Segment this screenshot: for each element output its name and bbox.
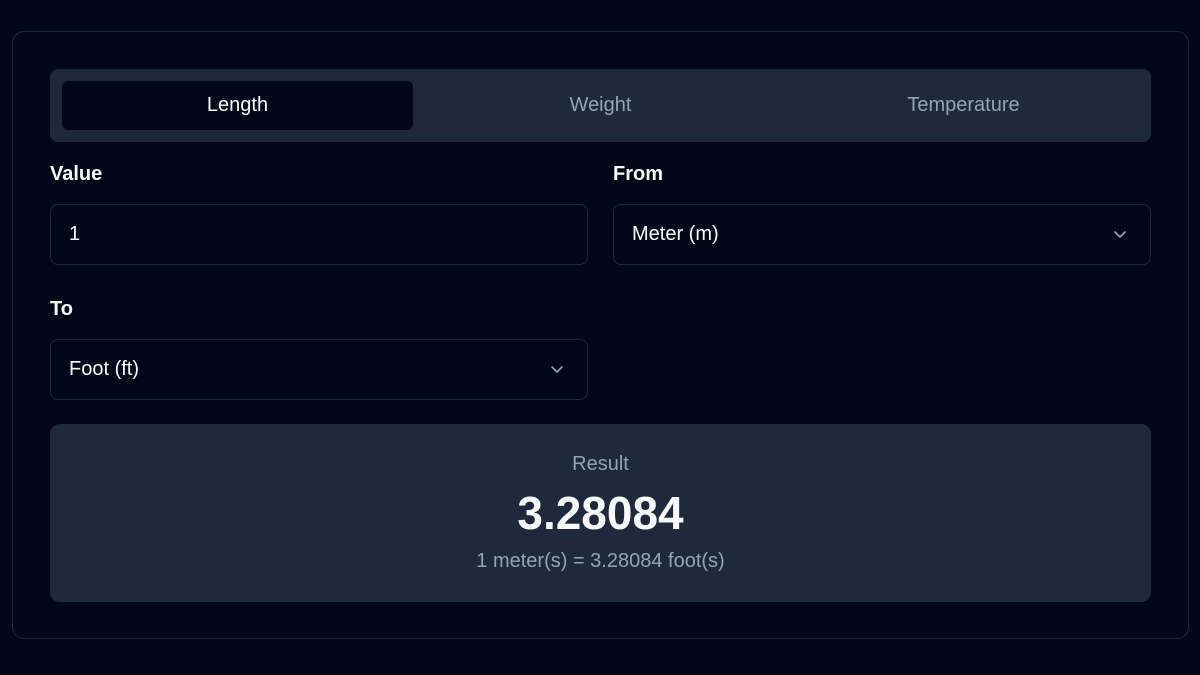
result-label: Result [572, 453, 629, 475]
result-value: 3.28084 [517, 487, 684, 539]
tab-weight[interactable]: Weight [569, 94, 632, 116]
tab-length[interactable]: Length [62, 81, 413, 130]
to-selected: Foot (ft) [69, 358, 140, 380]
from-select[interactable]: Meter (m) [613, 204, 1151, 265]
chevron-down-icon [1114, 231, 1126, 238]
to-select[interactable]: Foot (ft) [50, 339, 588, 400]
result-description: 1 meter(s) = 3.28084 foot(s) [476, 550, 725, 572]
value-input[interactable]: 1 [50, 204, 588, 265]
result-panel: Result 3.28084 1 meter(s) = 3.28084 foot… [50, 424, 1151, 602]
unit-type-tabs: Length Weight Temperature [50, 69, 1151, 142]
value-text: 1 [69, 223, 81, 245]
converter-card [12, 31, 1189, 639]
from-label: From [613, 163, 663, 185]
chevron-down-icon [551, 366, 563, 373]
to-label: To [50, 298, 73, 320]
value-label: Value [50, 163, 103, 185]
from-selected: Meter (m) [632, 223, 719, 245]
tab-temperature[interactable]: Temperature [907, 94, 1020, 116]
